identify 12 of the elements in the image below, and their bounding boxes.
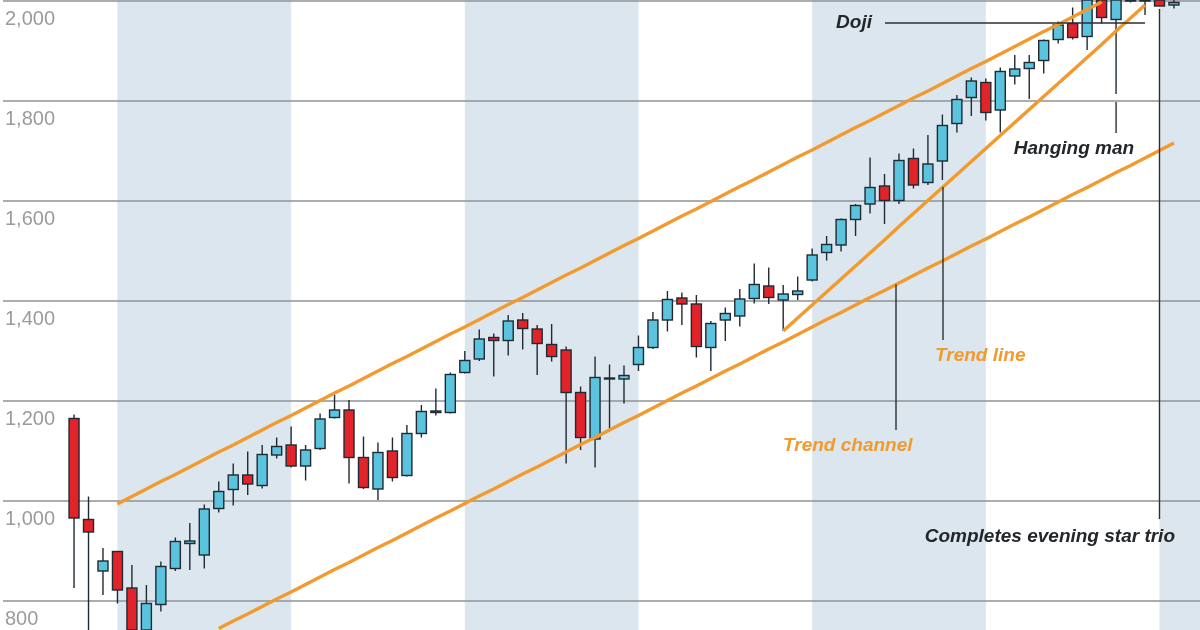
y-tick-label: 1,800	[5, 107, 56, 130]
y-tick-label: 1,400	[5, 307, 56, 330]
annotation: Hanging man	[1013, 137, 1135, 159]
y-tick-label: 1,000	[5, 507, 56, 530]
annotation: Trend line	[935, 344, 1026, 366]
y-tick-label: 800	[5, 607, 39, 630]
y-tick-label: 2,000	[5, 7, 56, 30]
annotation: Trend channel	[783, 434, 914, 456]
annotation: Completes evening star trio	[924, 525, 1175, 547]
annotation: Doji	[836, 11, 873, 33]
y-tick-label: 1,200	[5, 407, 56, 430]
y-tick-label: 1,600	[5, 207, 56, 230]
